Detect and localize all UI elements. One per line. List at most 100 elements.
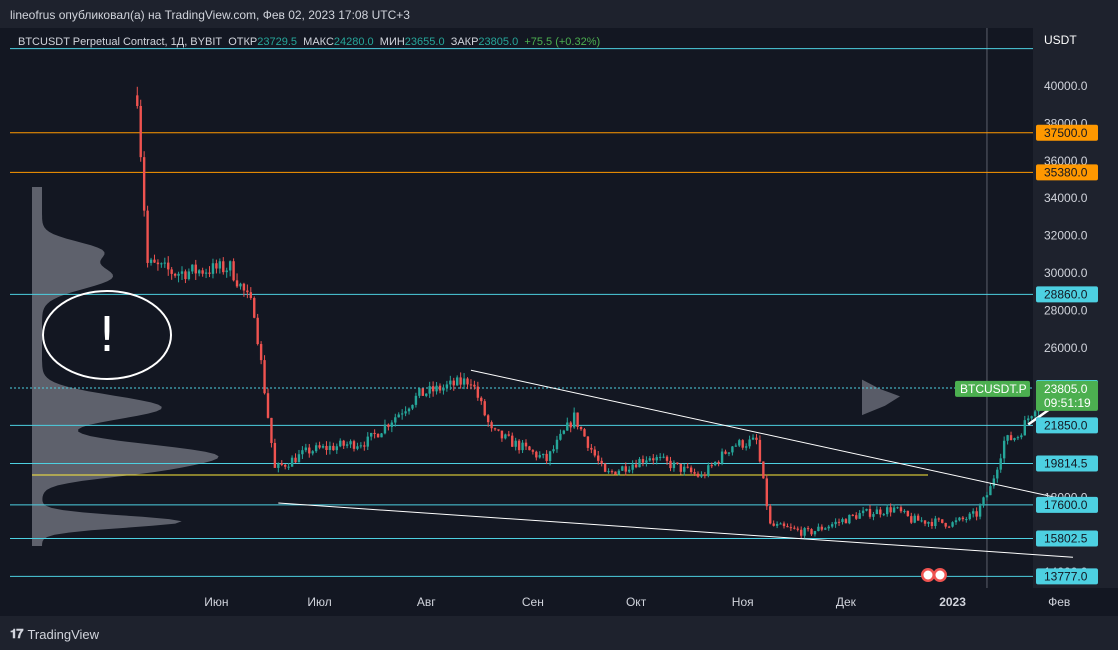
annotation-circle	[42, 290, 172, 380]
candle-body	[566, 422, 569, 431]
candle-body	[559, 433, 562, 440]
candle-body	[624, 466, 627, 472]
open-value: 23729.5	[257, 36, 298, 48]
candle-body	[542, 453, 545, 456]
candle-body	[1009, 435, 1013, 441]
candle-body	[376, 433, 380, 438]
candle-body	[920, 520, 923, 522]
candle-body	[504, 434, 507, 439]
footer-bar: 𝟏𝟕 TradingView	[0, 616, 1118, 650]
candle-body	[136, 95, 139, 106]
candle-body	[507, 434, 510, 436]
level-price-text: 13777.0	[1044, 569, 1088, 583]
y-tick-label: 34000.0	[1044, 191, 1088, 205]
level-price-tag	[1036, 286, 1098, 303]
candle-body	[975, 511, 978, 517]
candle-body	[1002, 440, 1006, 459]
candle-body	[394, 417, 397, 423]
candle-body	[683, 466, 686, 472]
candle-body	[180, 271, 184, 274]
candle-body	[483, 401, 486, 416]
candle-body	[597, 455, 600, 461]
candle-body	[800, 529, 803, 536]
candle-body	[830, 524, 834, 527]
candle-body	[163, 262, 166, 264]
candle-body	[404, 411, 407, 414]
candle-body	[177, 273, 180, 276]
candle-body	[531, 450, 535, 452]
level-price-text: 15802.5	[1044, 531, 1088, 545]
candle-body	[889, 507, 892, 513]
candle-body	[810, 529, 813, 535]
candle-body	[1030, 416, 1033, 419]
level-price-tag	[1036, 496, 1098, 513]
candle-body	[311, 451, 314, 454]
candle-body	[239, 283, 242, 287]
candle-body	[517, 440, 521, 451]
candle-body	[817, 526, 820, 532]
candle-body	[290, 457, 294, 467]
candle-body	[803, 528, 806, 536]
candle-body	[700, 474, 703, 477]
candle-body	[370, 432, 373, 437]
candle-body	[314, 445, 318, 452]
candle-body	[397, 414, 400, 418]
tradingview-brand[interactable]: 𝟏𝟕 TradingView	[10, 626, 99, 642]
candle-body	[490, 422, 493, 429]
candle-body	[834, 521, 837, 525]
candle-body	[813, 531, 817, 535]
candle-body	[689, 467, 693, 473]
candle-body	[335, 446, 338, 451]
candle-body	[727, 452, 731, 454]
price-chart[interactable]: ! USDT40000.038000.036000.034000.032000.…	[0, 28, 1118, 616]
candle-body	[638, 459, 641, 468]
candle-body	[363, 445, 366, 447]
candle-body	[160, 263, 163, 265]
candle-body	[373, 432, 376, 434]
candle-body	[256, 317, 259, 345]
candle-body	[198, 270, 201, 274]
candle-body	[142, 157, 146, 211]
candle-body	[607, 471, 610, 473]
candle-body	[294, 457, 297, 463]
candle-body	[590, 447, 593, 450]
x-tick-label: Сен	[522, 595, 544, 609]
candle-body	[538, 455, 541, 458]
level-price-tag	[1036, 455, 1098, 472]
y-tick-label: 28000.0	[1044, 303, 1088, 317]
candle-body	[1027, 418, 1030, 421]
y-tick-label: 32000.0	[1044, 229, 1088, 243]
candle-body	[913, 515, 916, 523]
candle-body	[452, 380, 455, 386]
candle-body	[696, 473, 700, 477]
candle-body	[868, 508, 872, 517]
candle-body	[906, 510, 910, 517]
candle-body	[841, 519, 844, 523]
candle-body	[941, 519, 944, 523]
publish-info: lineofrus опубликовал(а) на TradingView.…	[10, 8, 410, 22]
candle-body	[720, 451, 724, 464]
candle-body	[954, 520, 958, 523]
level-price-tag	[1036, 164, 1098, 181]
candle-body	[569, 422, 572, 428]
candle-body	[710, 465, 713, 467]
candle-body	[820, 526, 824, 530]
candle-body	[672, 462, 676, 469]
candle-body	[356, 446, 359, 449]
candle-body	[693, 472, 696, 474]
symbol-tag	[955, 380, 1030, 397]
candle-body	[466, 378, 469, 385]
candle-body	[545, 453, 548, 462]
candle-body	[359, 445, 363, 447]
candle-body	[321, 445, 325, 448]
candle-body	[421, 388, 424, 396]
candle-body	[992, 478, 996, 487]
candle-body	[982, 497, 985, 506]
candle-body	[744, 446, 748, 448]
candle-body	[263, 360, 266, 394]
candle-body	[170, 269, 173, 274]
candle-body	[731, 446, 734, 453]
candle-body	[201, 270, 204, 274]
candle-body	[937, 518, 940, 520]
candle-body	[211, 263, 215, 274]
